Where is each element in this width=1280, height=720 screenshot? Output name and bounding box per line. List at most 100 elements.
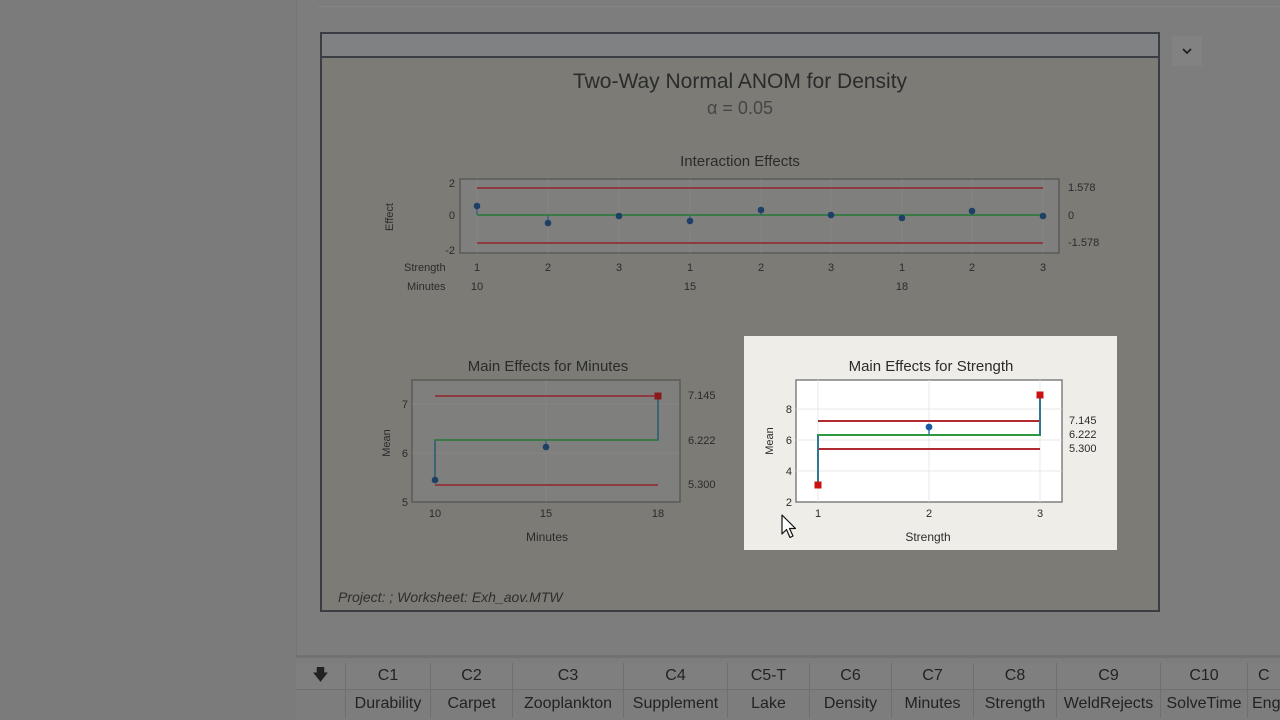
column-id[interactable]: C6 [810,663,892,689]
column-name[interactable]: Minutes [892,690,974,718]
svg-text:3: 3 [616,262,622,274]
svg-text:Mean: Mean [764,427,776,455]
svg-text:2: 2 [545,262,551,274]
svg-text:5.300: 5.300 [1069,443,1097,455]
svg-text:0: 0 [449,210,455,222]
strength-effects-chart: Main Effects for Strength 8 6 4 2 Mean 7… [764,358,1097,544]
column-id[interactable]: C5-T [728,663,810,689]
minutes-point-15 [542,443,550,451]
svg-text:4: 4 [786,466,792,478]
svg-text:7.145: 7.145 [688,390,716,402]
svg-text:2: 2 [926,508,932,520]
interaction-effects-chart: Interaction Effects 2 0 -2 Effect 1.578 [384,153,1099,293]
interaction-title: Interaction Effects [680,153,800,170]
worksheet-header: 🡇 C1 C2 C3 C4 C5-T C6 C7 C8 C9 C10 C Dur… [296,655,1280,720]
svg-text:8: 8 [786,404,792,416]
minutes-chart-title: Main Effects for Minutes [468,358,629,375]
alpha-label: α = 0.05 [707,98,773,118]
column-id-row: 🡇 C1 C2 C3 C4 C5-T C6 C7 C8 C9 C10 C [296,663,1280,689]
interaction-y-label: Effect [384,203,396,231]
column-id[interactable]: C2 [431,663,513,689]
svg-text:2: 2 [449,178,455,190]
strength-chart-title: Main Effects for Strength [849,358,1014,375]
svg-text:1.578: 1.578 [1068,182,1096,194]
minutes-point-18-out [654,392,662,400]
svg-text:15: 15 [684,281,696,293]
minutes-effects-chart: Main Effects for Minutes 7 6 5 Mean 7.14… [381,358,716,544]
svg-text:2: 2 [758,262,764,274]
worksheet-footnote: Project: ; Worksheet: Exh_aov.MTW [338,589,563,605]
strength-point-3-out [1036,391,1044,399]
svg-text:7.145: 7.145 [1069,415,1097,427]
column-name[interactable]: Lake [728,690,810,718]
svg-text:Minutes: Minutes [526,530,568,544]
mouse-cursor-icon [781,514,797,539]
svg-text:18: 18 [652,508,664,520]
interaction-y-ticks: 2 0 -2 [445,178,455,257]
minutes-point-10 [431,476,439,484]
column-id[interactable]: C7 [892,663,974,689]
output-divider [318,0,1280,7]
graph-canvas: Two-Way Normal ANOM for Density α = 0.05… [322,56,1158,610]
column-id[interactable]: C3 [513,663,624,689]
strength-row-values: 1 2 3 1 2 3 1 2 3 [474,262,1046,274]
interaction-points [473,202,1047,227]
column-id[interactable]: C10 [1161,663,1248,689]
svg-text:18: 18 [896,281,908,293]
column-id[interactable]: C4 [624,663,728,689]
graph-title: Two-Way Normal ANOM for Density [572,70,908,93]
row-header-corner [296,690,346,718]
column-name[interactable]: SolveTime [1161,690,1248,718]
svg-text:10: 10 [471,281,483,293]
column-name[interactable]: Eng [1248,690,1280,718]
svg-text:6: 6 [786,435,792,447]
svg-text:3: 3 [828,262,834,274]
svg-text:1: 1 [899,262,905,274]
column-id[interactable]: C1 [346,663,431,689]
svg-text:Strength: Strength [905,530,950,544]
minutes-row-label: Minutes [407,281,446,293]
minutes-row-values: 10 15 18 [471,281,908,293]
svg-text:10: 10 [429,508,441,520]
svg-text:5.300: 5.300 [688,479,716,491]
interaction-right-labels: 1.578 0 -1.578 [1068,182,1099,249]
svg-text:1: 1 [815,508,821,520]
arrow-down-icon[interactable]: 🡇 [296,663,346,689]
column-id[interactable]: C8 [974,663,1057,689]
column-name[interactable]: Carpet [431,690,513,718]
strength-point-1-out [814,481,822,489]
column-name[interactable]: Zooplankton [513,690,624,718]
svg-text:5: 5 [402,497,408,509]
svg-text:6.222: 6.222 [1069,429,1097,441]
svg-text:15: 15 [540,508,552,520]
svg-text:2: 2 [969,262,975,274]
svg-text:7: 7 [402,399,408,411]
column-name[interactable]: Supplement [624,690,728,718]
svg-text:0: 0 [1068,210,1074,222]
column-name[interactable]: Strength [974,690,1057,718]
graph-window-titlebar[interactable] [322,34,1158,58]
strength-row-label: Strength [404,262,446,274]
svg-text:1: 1 [687,262,693,274]
svg-text:3: 3 [1040,262,1046,274]
chevron-down-icon [1182,48,1192,55]
interaction-x-labels: Strength Minutes 1 2 3 1 2 3 1 2 3 10 15… [404,262,1046,293]
svg-text:Mean: Mean [381,429,393,457]
strength-point-2 [925,423,933,431]
column-name[interactable]: WeldRejects [1057,690,1161,718]
svg-text:-1.578: -1.578 [1068,237,1099,249]
svg-text:2: 2 [786,497,792,509]
collapse-button[interactable] [1172,36,1202,66]
svg-text:1: 1 [474,262,480,274]
left-navigator-pane [0,0,296,720]
svg-text:6.222: 6.222 [688,435,716,447]
column-name[interactable]: Durability [346,690,431,718]
column-name-row: Durability Carpet Zooplankton Supplement… [296,689,1280,718]
column-name[interactable]: Density [810,690,892,718]
column-id[interactable]: C9 [1057,663,1161,689]
svg-text:-2: -2 [445,245,455,257]
svg-text:3: 3 [1037,508,1043,520]
column-id[interactable]: C [1248,663,1280,689]
svg-text:6: 6 [402,448,408,460]
